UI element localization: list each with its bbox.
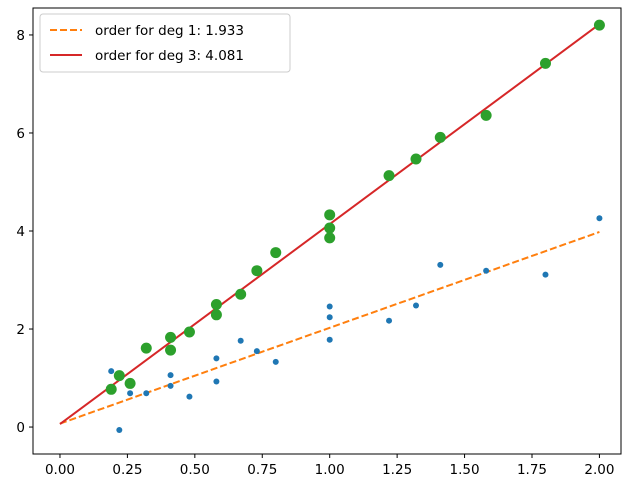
series-1-point-8 (210, 309, 222, 321)
axes-layer: 0.00 0.25 0.50 0.75 1.00 1.25 1.50 1.75 2.00 0 2 4 6… (16, 28, 614, 478)
x-tick-label-8: 2.00 (584, 462, 614, 478)
series-0-point-10 (253, 348, 260, 355)
series-1-point-18 (480, 109, 492, 121)
x-tick-label-5: 1.25 (382, 462, 412, 478)
series-1-point-11 (270, 247, 282, 259)
y-tick-label-0: 0 (16, 420, 25, 436)
x-tick-label-3: 0.75 (247, 462, 277, 478)
series-0-point-17 (437, 261, 444, 268)
series-1-point-2 (124, 377, 136, 389)
series-0-point-16 (413, 302, 420, 309)
series-line-2 (59, 231, 600, 425)
series-0-point-8 (213, 378, 220, 385)
series-1-point-3 (140, 342, 152, 354)
series-1-point-12 (324, 209, 336, 221)
x-tick-label-2: 0.50 (180, 462, 210, 478)
series-1-point-20 (593, 19, 605, 31)
y-tick-label-1: 2 (16, 322, 25, 338)
x-tick-label-1: 0.25 (112, 462, 142, 478)
series-1-point-5 (165, 344, 177, 356)
series-0-point-0 (108, 368, 115, 375)
y-tick-label-4: 8 (16, 28, 25, 44)
y-tick-label-2: 4 (16, 224, 25, 240)
x-tick-label-6: 1.50 (450, 462, 480, 478)
series-1-point-6 (183, 326, 195, 338)
data-layer (59, 19, 605, 433)
series-1-point-7 (210, 299, 222, 311)
series-1-point-16 (410, 153, 422, 165)
series-0-point-18 (483, 267, 490, 274)
series-0-point-7 (213, 355, 220, 362)
series-1-point-9 (235, 288, 247, 300)
series-0-point-3 (143, 390, 150, 397)
series-1-point-13 (324, 222, 336, 234)
series-1-point-14 (324, 232, 336, 244)
series-0-point-4 (167, 372, 174, 379)
series-1-point-15 (383, 170, 395, 182)
series-0-point-11 (272, 358, 279, 365)
series-0-point-9 (237, 337, 244, 344)
series-0-point-12 (326, 303, 333, 310)
series-0-point-2 (127, 390, 134, 397)
series-0-point-6 (186, 393, 193, 400)
x-tick-label-0: 0.00 (45, 462, 75, 478)
series-1-point-10 (251, 265, 263, 277)
series-0-point-14 (326, 336, 333, 343)
series-1-point-4 (165, 331, 177, 343)
series-0-point-1 (116, 426, 123, 433)
series-1-point-1 (113, 370, 125, 382)
series-0-point-19 (542, 271, 549, 278)
legend-box (39, 13, 291, 73)
x-tick-label-7: 1.75 (517, 462, 547, 478)
series-1-point-0 (105, 383, 117, 395)
legend-label-deg3: order for deg 3: 4.081 (95, 48, 244, 64)
series-1-point-17 (434, 131, 446, 143)
legend: order for deg 1: 1.933 order for deg 3: … (39, 13, 291, 73)
series-0-point-5 (167, 382, 174, 389)
y-tick-label-3: 6 (16, 126, 25, 142)
legend-label-deg1: order for deg 1: 1.933 (95, 23, 244, 39)
series-0-point-13 (326, 314, 333, 321)
series-0-point-15 (386, 317, 393, 324)
series-0-point-20 (596, 215, 603, 222)
x-tick-label-4: 1.00 (315, 462, 345, 478)
series-1-point-19 (539, 57, 551, 69)
